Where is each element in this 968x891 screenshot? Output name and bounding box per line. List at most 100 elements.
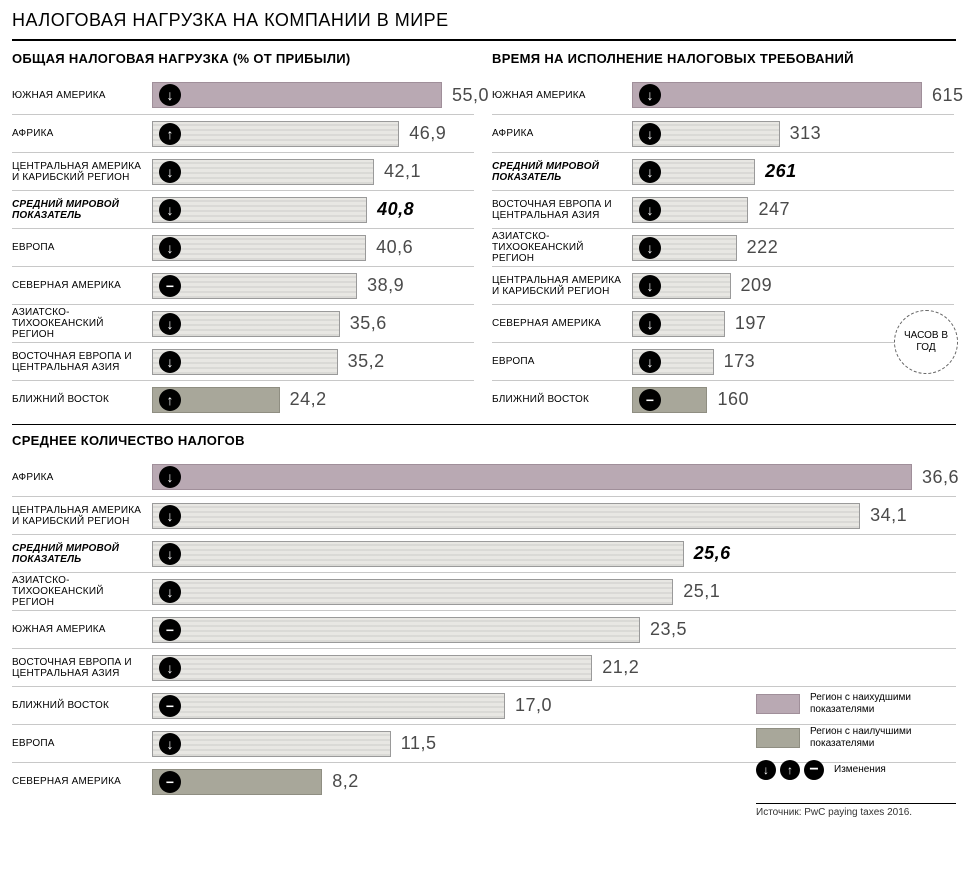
- chart-row: ВОСТОЧНАЯ ЕВРОПА И ЦЕНТРАЛЬНАЯ АЗИЯ↓35,2: [12, 342, 474, 380]
- bar-zone: ↓40,8: [152, 191, 474, 228]
- legend-best: Регион с наилучшими показателями: [756, 726, 956, 750]
- bar: ↓: [152, 655, 592, 681]
- bar-zone: ↓313: [632, 115, 954, 152]
- row-label: ЦЕНТРАЛЬНАЯ АМЕРИКА И КАРИБСКИЙ РЕГИОН: [12, 161, 152, 183]
- arrow-down-icon: ↓: [639, 275, 661, 297]
- swatch-best: [756, 728, 800, 748]
- chart-row: АЗИАТСКО-ТИХООКЕАНСКИЙ РЕГИОН ↓ 25,1: [12, 572, 956, 610]
- row-value: 25,6: [694, 543, 731, 564]
- bar-zone: ↓ 222: [632, 229, 954, 266]
- swatch-worst: [756, 694, 800, 714]
- arrow-down-icon: ↓: [159, 581, 181, 603]
- row-value: 55,0: [452, 85, 489, 106]
- row-value: 160: [717, 389, 749, 410]
- rows-time: ЮЖНАЯ АМЕРИКА↓615АФРИКА↓313СРЕДНИЙ МИРОВ…: [492, 76, 954, 418]
- arrow-up-icon: ↑: [780, 760, 800, 780]
- bar-zone: ↓42,1: [152, 153, 474, 190]
- legend-trends-label: Изменения: [834, 764, 886, 776]
- arrow-up-icon: ↑: [159, 123, 181, 145]
- row-label: ВОСТОЧНАЯ ЕВРОПА И ЦЕНТРАЛЬНАЯ АЗИЯ: [12, 657, 152, 679]
- arrow-down-icon: ↓: [639, 237, 661, 259]
- chart-row: АЗИАТСКО-ТИХООКЕАНСКИЙ РЕГИОН↓222: [492, 228, 954, 266]
- bar: ↓: [632, 349, 714, 375]
- row-label: ЦЕНТРАЛЬНАЯ АМЕРИКА И КАРИБСКИЙ РЕГИОН: [492, 275, 632, 297]
- bar: −: [632, 387, 707, 413]
- row-label: ЕВРОПА: [12, 738, 152, 749]
- arrow-down-icon: ↓: [639, 351, 661, 373]
- minus-icon: −: [159, 771, 181, 793]
- bar: −: [152, 273, 357, 299]
- arrow-down-icon: ↓: [639, 199, 661, 221]
- row-label: ЕВРОПА: [12, 242, 152, 253]
- row-value: 24,2: [290, 389, 327, 410]
- row-label: ВОСТОЧНАЯ ЕВРОПА И ЦЕНТРАЛЬНАЯ АЗИЯ: [492, 199, 632, 221]
- hours-badge: ЧАСОВ В ГОД: [894, 310, 958, 374]
- bar: ↓: [632, 82, 922, 108]
- bar: −: [152, 617, 640, 643]
- panel-title-burden: ОБЩАЯ НАЛОГОВАЯ НАГРУЗКА (% ОТ ПРИБЫЛИ): [12, 51, 474, 66]
- row-label: ЦЕНТРАЛЬНАЯ АМЕРИКА И КАРИБСКИЙ РЕГИОН: [12, 505, 152, 527]
- chart-row: ЦЕНТРАЛЬНАЯ АМЕРИКА И КАРИБСКИЙ РЕГИОН↓4…: [12, 152, 474, 190]
- row-label: СЕВЕРНАЯ АМЕРИКА: [12, 280, 152, 291]
- arrow-down-icon: ↓: [159, 733, 181, 755]
- chart-row: ЮЖНАЯ АМЕРИКА−23,5: [12, 610, 956, 648]
- row-label: ЮЖНАЯ АМЕРИКА: [492, 90, 632, 101]
- bar: ↓: [152, 82, 442, 108]
- arrow-down-icon: ↓: [756, 760, 776, 780]
- bar-zone: ↓261: [632, 153, 954, 190]
- row-label: АЗИАТСКО-ТИХООКЕАНСКИЙ РЕГИОН: [12, 307, 152, 340]
- chart-row: ВОСТОЧНАЯ ЕВРОПА И ЦЕНТРАЛЬНАЯ АЗИЯ↓247: [492, 190, 954, 228]
- row-label: ЕВРОПА: [492, 356, 632, 367]
- row-value: 222: [747, 237, 779, 258]
- bar: ↓: [632, 121, 780, 147]
- minus-icon: −: [639, 389, 661, 411]
- bar: ↓: [152, 197, 367, 223]
- chart-row: АФРИКА↑46,9: [12, 114, 474, 152]
- arrow-down-icon: ↓: [159, 237, 181, 259]
- row-value: 25,1: [683, 581, 720, 602]
- minus-icon: −: [159, 695, 181, 717]
- row-value: 197: [735, 313, 767, 334]
- chart-row: СЕВЕРНАЯ АМЕРИКА− 38,9: [12, 266, 474, 304]
- arrow-down-icon: ↓: [159, 505, 181, 527]
- row-value: 34,1: [870, 505, 907, 526]
- row-value: 615: [932, 85, 964, 106]
- bar: ↓: [152, 579, 673, 605]
- arrow-down-icon: ↓: [159, 466, 181, 488]
- bar-zone: ↓ 615: [632, 76, 964, 114]
- row-value: 40,6: [376, 237, 413, 258]
- bar: ↓: [632, 197, 748, 223]
- row-label: АЗИАТСКО-ТИХООКЕАНСКИЙ РЕГИОН: [12, 575, 152, 608]
- chart-row: ВОСТОЧНАЯ ЕВРОПА И ЦЕНТРАЛЬНАЯ АЗИЯ↓21,2: [12, 648, 956, 686]
- bar-zone: ↓35,2: [152, 343, 474, 380]
- bar: ↓: [152, 464, 912, 490]
- arrow-down-icon: ↓: [159, 161, 181, 183]
- bar: ↓: [152, 503, 860, 529]
- bar: ↓: [152, 731, 391, 757]
- bar-zone: ↓ 40,6: [152, 229, 474, 266]
- divider-mid: [12, 424, 956, 425]
- bar: ↓: [632, 235, 737, 261]
- bar: ↓: [632, 311, 725, 337]
- row-label: СРЕДНИЙ МИРОВОЙ ПОКАЗАТЕЛЬ: [12, 199, 152, 221]
- row-label: АФРИКА: [492, 128, 632, 139]
- arrow-down-icon: ↓: [159, 657, 181, 679]
- minus-icon: −: [159, 275, 181, 297]
- panel-time: ВРЕМЯ НА ИСПОЛНЕНИЕ НАЛОГОВЫХ ТРЕБОВАНИЙ…: [492, 51, 954, 418]
- arrow-down-icon: ↓: [639, 84, 661, 106]
- row-label: СРЕДНИЙ МИРОВОЙ ПОКАЗАТЕЛЬ: [492, 161, 632, 183]
- bar: ↓: [152, 541, 684, 567]
- arrow-up-icon: ↑: [159, 389, 181, 411]
- chart-row: ЦЕНТРАЛЬНАЯ АМЕРИКА И КАРИБСКИЙ РЕГИОН ↓ 3…: [12, 496, 956, 534]
- bar-zone: ↓ 34,1: [152, 497, 956, 534]
- row-value: 38,9: [367, 275, 404, 296]
- chart-row: АФРИКА↓36,6: [12, 458, 956, 496]
- bar: ↓: [152, 349, 338, 375]
- row-value: 46,9: [409, 123, 446, 144]
- legend: Регион с наихудшими показателями Регион …: [756, 692, 956, 790]
- row-value: 209: [741, 275, 773, 296]
- bar-zone: ↓ 25,1: [152, 573, 956, 610]
- chart-row: БЛИЖНИЙ ВОСТОК↑24,2: [12, 380, 474, 418]
- chart-row: ЕВРОПА ↓ 40,6: [12, 228, 474, 266]
- panel-title-count: СРЕДНЕЕ КОЛИЧЕСТВО НАЛОГОВ: [12, 433, 956, 448]
